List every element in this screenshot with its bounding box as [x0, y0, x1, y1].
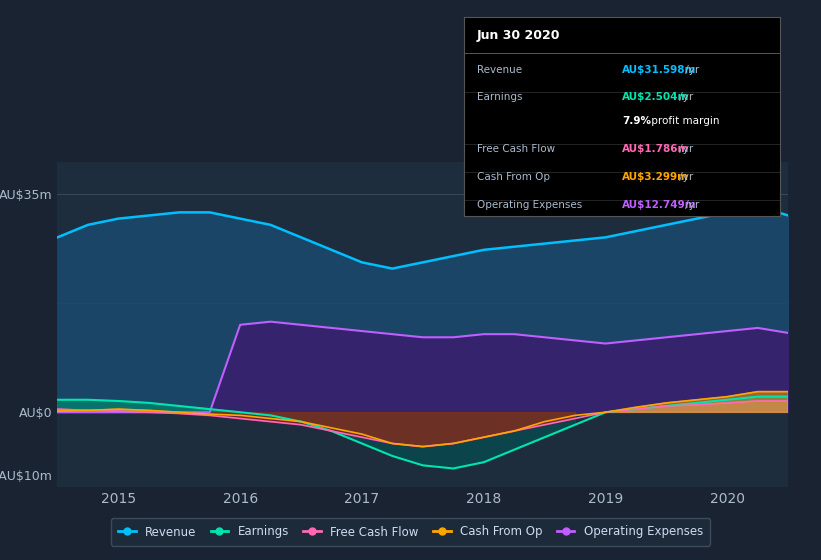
Text: 7.9%: 7.9%: [622, 116, 651, 126]
Text: Operating Expenses: Operating Expenses: [476, 200, 582, 209]
Text: AU$12.749m: AU$12.749m: [622, 200, 696, 209]
Text: /yr: /yr: [677, 92, 694, 102]
Text: /yr: /yr: [677, 172, 694, 182]
Text: Revenue: Revenue: [476, 64, 521, 74]
Text: Free Cash Flow: Free Cash Flow: [476, 144, 555, 154]
Text: AU$3.299m: AU$3.299m: [622, 172, 689, 182]
Text: /yr: /yr: [682, 200, 699, 209]
Text: Earnings: Earnings: [476, 92, 522, 102]
Text: /yr: /yr: [682, 64, 699, 74]
Text: AU$2.504m: AU$2.504m: [622, 92, 690, 102]
Text: Cash From Op: Cash From Op: [476, 172, 549, 182]
Text: Jun 30 2020: Jun 30 2020: [476, 29, 560, 42]
Text: profit margin: profit margin: [648, 116, 719, 126]
Legend: Revenue, Earnings, Free Cash Flow, Cash From Op, Operating Expenses: Revenue, Earnings, Free Cash Flow, Cash …: [111, 519, 710, 545]
Text: /yr: /yr: [677, 144, 694, 154]
Text: AU$31.598m: AU$31.598m: [622, 64, 696, 74]
Text: AU$1.786m: AU$1.786m: [622, 144, 690, 154]
